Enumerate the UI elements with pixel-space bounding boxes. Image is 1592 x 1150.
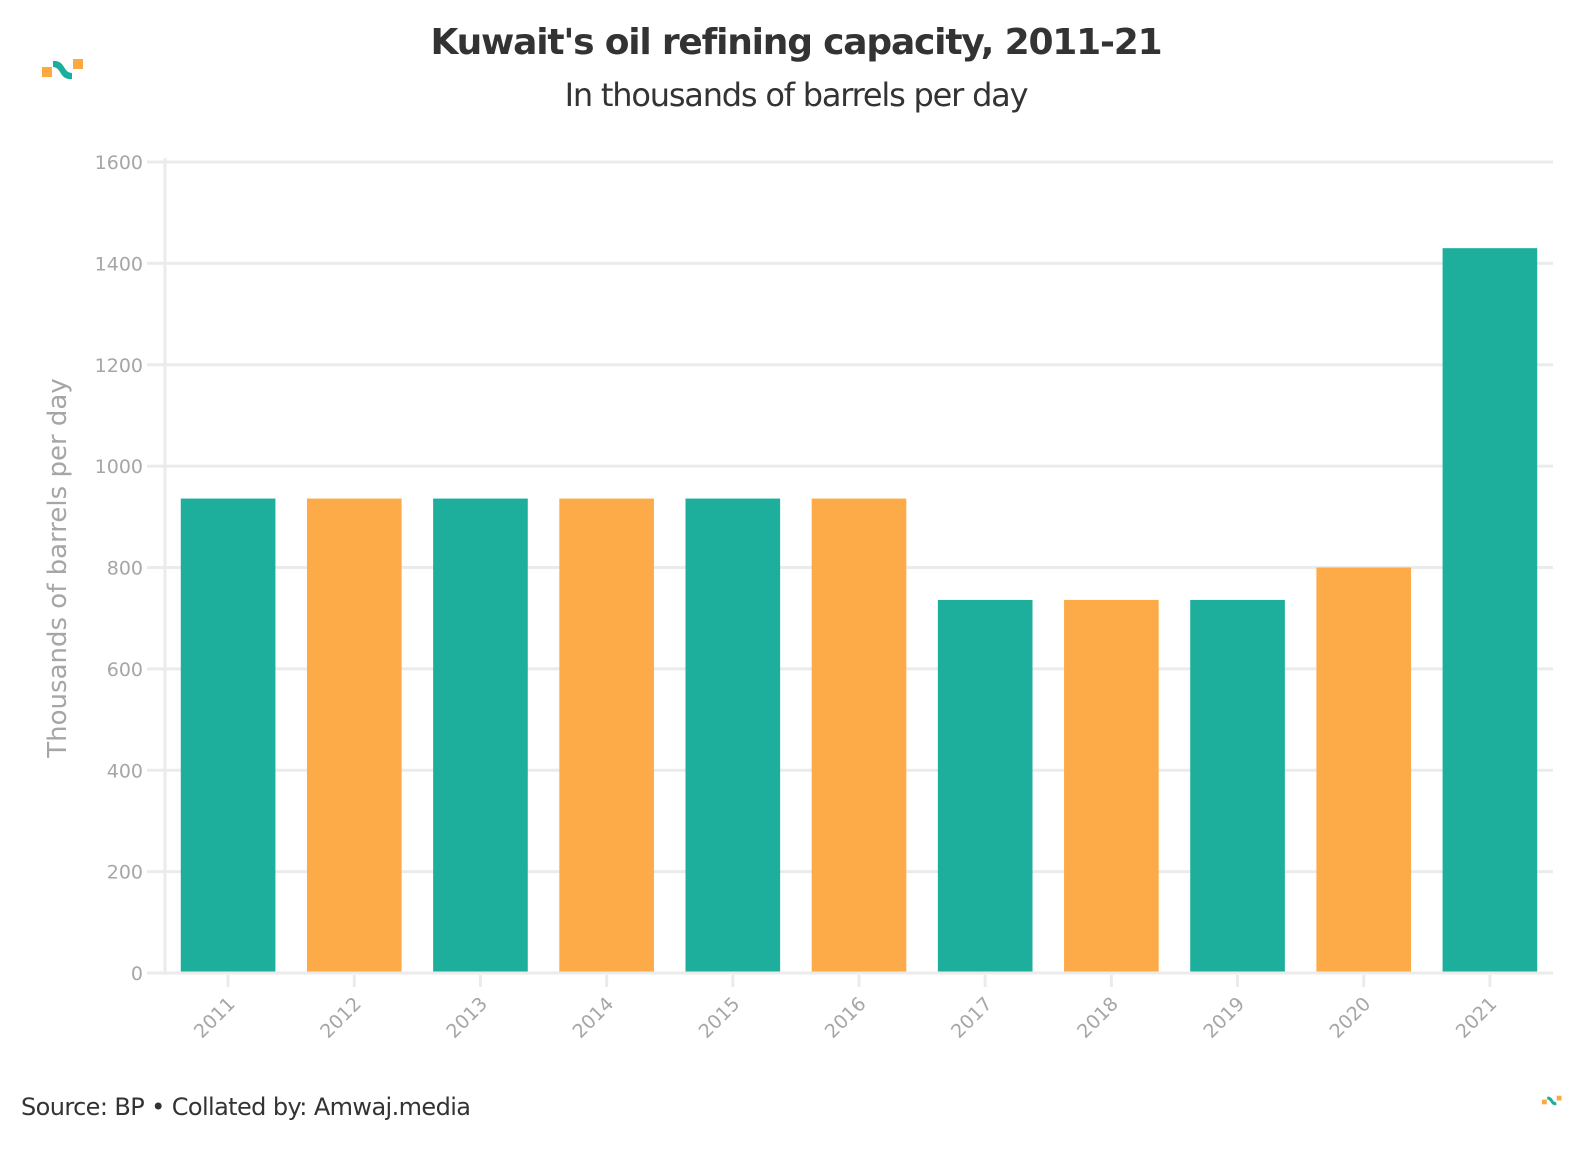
- x-tick-label: 2018: [1073, 993, 1123, 1043]
- bar-2011: [180, 498, 276, 972]
- bar-2019: [1190, 599, 1285, 972]
- y-tick-label: 800: [107, 558, 143, 580]
- bar-2012: [306, 498, 402, 972]
- x-tick-label: 2015: [695, 993, 745, 1043]
- amwaj-logo-icon: [42, 59, 83, 80]
- y-tick-labels: 0 200 400 600 800 1000 1200 1400 1600: [95, 152, 143, 985]
- y-tick-label: 1600: [95, 152, 143, 174]
- x-tick-label: 2012: [316, 993, 366, 1043]
- bar-2013: [433, 498, 528, 972]
- bar-2016: [811, 498, 907, 972]
- source-note: Source: BP • Collated by: Amwaj.media: [21, 1093, 471, 1121]
- bar-2015: [685, 498, 781, 972]
- bar-2017: [937, 599, 1033, 972]
- bar-2020: [1316, 567, 1412, 972]
- y-tick-label: 600: [107, 659, 143, 681]
- x-tick-label: 2021: [1452, 993, 1502, 1043]
- x-tick-label: 2019: [1199, 993, 1249, 1043]
- y-tick-label: 400: [107, 760, 143, 782]
- y-tick-label: 1000: [95, 456, 143, 478]
- x-tick-label: 2016: [821, 993, 871, 1043]
- y-tick-label: 200: [107, 862, 143, 884]
- x-tick-label: 2013: [442, 993, 492, 1043]
- x-tick-label: 2011: [190, 993, 240, 1043]
- x-tick-label: 2017: [947, 993, 997, 1043]
- x-tick-labels: 2011 2012 2013 2014 2015 2016 2017 2018 2019 2020…: [190, 993, 1502, 1043]
- bar-2014: [559, 498, 654, 972]
- y-tick-label: 1400: [95, 253, 143, 275]
- bars: [180, 248, 1538, 972]
- chart-subtitle: In thousands of barrels per day: [564, 76, 1029, 114]
- x-tick-label: 2020: [1326, 993, 1376, 1043]
- axes: [163, 158, 1492, 987]
- bar-2018: [1064, 599, 1159, 972]
- y-tick-label: 1200: [95, 355, 143, 377]
- chart-title: Kuwait's oil refining capacity, 2011-21: [430, 22, 1163, 63]
- x-tick-label: 2014: [568, 993, 618, 1043]
- bar-2021: [1442, 248, 1538, 972]
- y-tick-label: 0: [131, 963, 143, 985]
- amwaj-logo-small-icon: [1542, 1095, 1562, 1106]
- y-axis-label: Thousands of barrels per day: [43, 378, 73, 758]
